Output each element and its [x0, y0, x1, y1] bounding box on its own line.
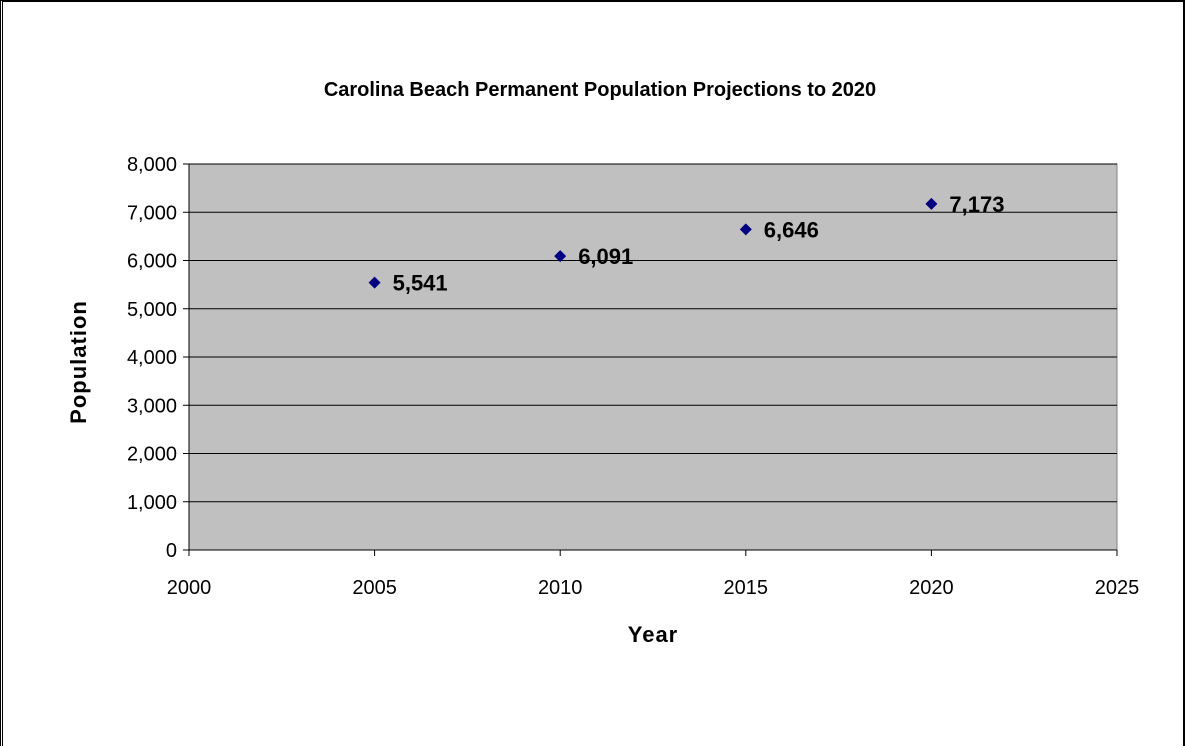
- data-point-marker: [368, 276, 381, 289]
- data-point-label: 7,173: [949, 192, 1004, 217]
- y-tick-label: 1,000: [127, 492, 177, 514]
- y-tick-label: 0: [166, 540, 177, 562]
- data-point-label: 6,091: [578, 244, 633, 269]
- data-point-label: 6,646: [764, 217, 819, 242]
- y-tick-label: 4,000: [127, 347, 177, 369]
- x-axis-title: Year: [628, 622, 679, 647]
- chart-svg: Carolina Beach Permanent Population Proj…: [66, 79, 1139, 647]
- x-tick-label: 2025: [1095, 577, 1140, 599]
- tick-labels: 0 1,000 2,000 3,000 4,000 5,000 6,000 7,000 8,00…: [127, 154, 1139, 599]
- gridlines: [189, 163, 1117, 503]
- y-tick-label: 8,000: [127, 154, 177, 176]
- x-tick-label: 2010: [538, 577, 583, 599]
- markers: [368, 197, 938, 289]
- x-tick-label: 2000: [167, 577, 212, 599]
- y-tick-label: 5,000: [127, 299, 177, 321]
- x-tick-label: 2005: [352, 577, 397, 599]
- y-tick-label: 2,000: [127, 444, 177, 466]
- data-labels: 5,541 6,091 6,646 7,173: [393, 192, 1005, 296]
- chart-title: Carolina Beach Permanent Population Proj…: [324, 79, 876, 101]
- data-point-marker: [925, 197, 938, 210]
- y-axis-title: Population: [66, 300, 91, 424]
- x-tick-label: 2015: [724, 577, 769, 599]
- y-tick-label: 7,000: [127, 202, 177, 224]
- y-tick-label: 3,000: [127, 395, 177, 417]
- x-tick-label: 2020: [909, 577, 954, 599]
- data-point-marker: [554, 250, 567, 263]
- ticks: [183, 163, 1118, 556]
- data-point-marker: [739, 223, 752, 236]
- data-point-label: 5,541: [393, 271, 448, 296]
- y-tick-label: 6,000: [127, 251, 177, 273]
